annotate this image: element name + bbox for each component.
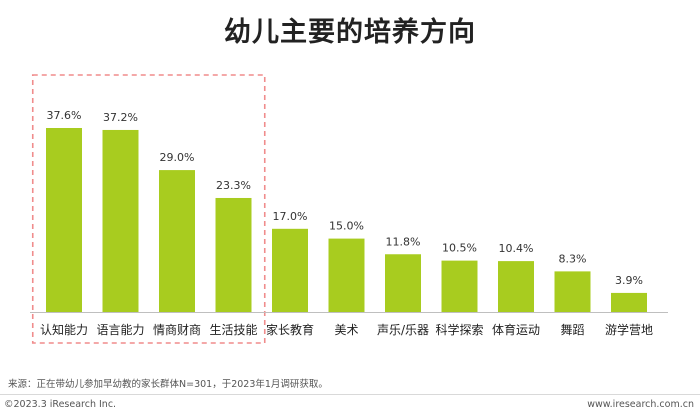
data-label: 23.3% bbox=[216, 179, 251, 192]
highlight-box bbox=[31, 74, 266, 344]
footer-divider bbox=[0, 394, 700, 395]
data-label: 10.5% bbox=[442, 242, 477, 255]
category-label: 认知能力 bbox=[40, 323, 88, 337]
bar bbox=[554, 271, 591, 312]
category-label: 生活技能 bbox=[209, 323, 257, 337]
data-label: 37.2% bbox=[103, 111, 138, 124]
data-label: 15.0% bbox=[329, 220, 364, 233]
category-label: 体育运动 bbox=[492, 322, 540, 337]
category-label: 游学营地 bbox=[605, 322, 653, 337]
data-label: 29.0% bbox=[160, 151, 195, 164]
data-label: 37.6% bbox=[47, 109, 82, 122]
bar bbox=[611, 292, 647, 312]
data-label: 10.4% bbox=[499, 242, 534, 255]
data-label: 3.9% bbox=[615, 274, 643, 287]
copyright-text: ©2023.3 iResearch Inc. bbox=[4, 399, 117, 410]
category-label: 情商财商 bbox=[153, 322, 201, 337]
bar bbox=[46, 128, 82, 312]
data-label: 11.8% bbox=[386, 235, 421, 248]
bar bbox=[498, 261, 534, 312]
bar bbox=[159, 170, 195, 312]
category-label: 声乐/乐器 bbox=[377, 323, 429, 337]
website-text: www.iresearch.com.cn bbox=[587, 399, 694, 410]
source-note: 来源：正在带幼儿参加早幼教的家长群体N=301，于2023年1月调研获取。 bbox=[8, 379, 328, 390]
category-label: 美术 bbox=[334, 323, 358, 337]
bar bbox=[441, 260, 478, 312]
bar bbox=[215, 197, 252, 312]
data-label: 17.0% bbox=[273, 210, 308, 223]
bar bbox=[102, 129, 139, 312]
data-label: 8.3% bbox=[559, 252, 587, 265]
category-label: 家长教育 bbox=[266, 322, 314, 337]
category-label: 科学探索 bbox=[435, 322, 483, 337]
bar bbox=[272, 228, 308, 312]
bar bbox=[328, 238, 365, 312]
bar bbox=[385, 254, 421, 312]
category-label: 语言能力 bbox=[96, 323, 144, 337]
category-label: 舞蹈 bbox=[560, 323, 584, 337]
chart-title: 幼儿主要的培养方向 bbox=[224, 17, 476, 48]
